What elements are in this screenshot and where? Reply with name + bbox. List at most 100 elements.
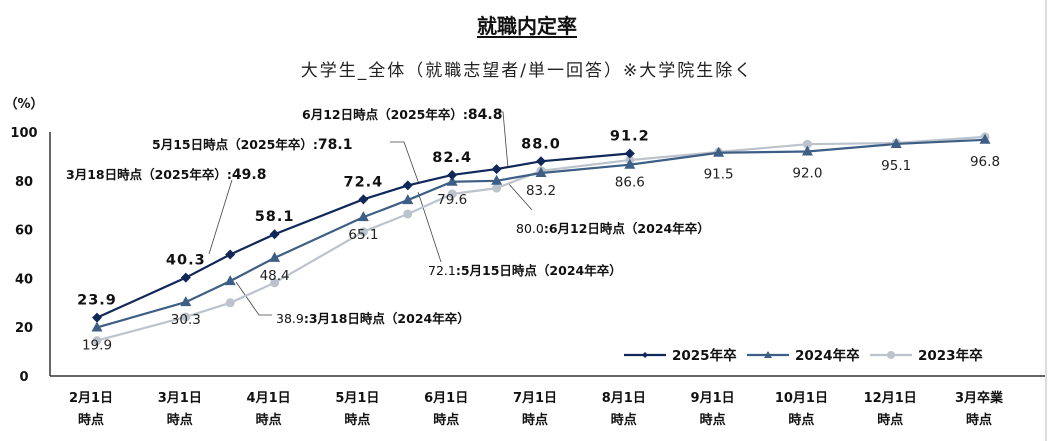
data-label: 88.0 (521, 136, 561, 152)
x-tick-label: 8月1日 (602, 391, 646, 406)
x-tick-label: 時点 (877, 412, 903, 428)
chart-subtitle: 大学生_全体（就職志望者/単一回答）※大学院生除く (300, 61, 754, 81)
annotation-2025-0318: 3月18日時点（2025年卒）:49.8 (66, 167, 267, 183)
data-point-diamond (536, 156, 546, 167)
annotation-2024-0515: 72.1:5月15日時点（2024年卒） (428, 263, 622, 278)
x-tick-label: 時点 (256, 412, 282, 428)
legend-label: 2025年卒 (672, 347, 737, 364)
x-tick-label: 時点 (433, 412, 459, 428)
data-point-triangle (890, 137, 902, 148)
data-point-triangle (713, 146, 725, 157)
legend-marker-diamond (642, 352, 648, 358)
data-label: 95.1 (881, 158, 911, 174)
x-tick-label: 時点 (78, 412, 104, 428)
data-point-circle (492, 183, 502, 193)
data-point-circle (802, 139, 812, 149)
data-point-triangle (357, 211, 369, 222)
data-label: 79.6 (437, 192, 467, 208)
x-tick-label: 3月卒業 (955, 390, 1004, 406)
series-line (96, 135, 986, 342)
x-tick-label: 3月1日 (158, 391, 202, 406)
chart-title: 就職内定率 (0, 10, 1054, 39)
leader-2024-0515 (417, 191, 442, 263)
leader-2025-0612 (498, 111, 509, 169)
data-point-circle (403, 209, 413, 219)
data-point-diamond (624, 148, 635, 159)
x-tick-label: 2月1日 (69, 391, 113, 406)
y-tick-label: 40 (15, 272, 33, 287)
x-tick-label: 時点 (344, 412, 370, 428)
y-tick-label: 100 (10, 126, 37, 141)
legend-label: 2023年卒 (918, 347, 983, 364)
data-point-triangle (224, 275, 236, 286)
data-point-circle (358, 227, 368, 237)
data-point-triangle (535, 166, 547, 177)
x-tick-label: 時点 (167, 412, 193, 428)
leader-2025-0515 (390, 141, 420, 185)
data-point-diamond (402, 180, 413, 191)
x-tick-label: 7月1日 (513, 391, 557, 406)
data-point-triangle (91, 321, 103, 332)
y-axis-label: （%） (4, 96, 43, 112)
data-label: 65.1 (348, 227, 378, 243)
series-2024年卒 (91, 133, 991, 332)
legend-marker-circle (887, 351, 895, 359)
legend-label: 2024年卒 (795, 347, 860, 364)
data-label: 91.2 (610, 128, 650, 144)
legend: 2025年卒 2024年卒 2023年卒 (624, 347, 983, 364)
series-2025年卒 (92, 148, 635, 323)
data-point-triangle (491, 174, 503, 185)
data-label: 19.9 (82, 337, 112, 353)
data-point-diamond (269, 229, 280, 240)
y-tick-label: 20 (15, 321, 33, 336)
data-point-triangle (180, 296, 192, 307)
data-label: 86.6 (615, 175, 645, 191)
data-point-diamond (491, 164, 502, 175)
data-label: 58.1 (255, 209, 295, 225)
x-tick-label: 5月1日 (335, 391, 379, 406)
data-point-triangle (801, 145, 813, 156)
data-label: 83.2 (526, 183, 556, 199)
data-point-circle (447, 189, 457, 199)
chart-title-text: 就職内定率 (477, 14, 577, 38)
data-point-diamond (225, 249, 236, 260)
annotation-2025-0612: 6月12日時点（2025年卒）:84.8 (302, 107, 503, 123)
data-point-triangle (402, 194, 414, 205)
data-point-triangle (979, 133, 991, 144)
data-point-circle (92, 336, 102, 346)
data-point-circle (270, 278, 280, 288)
y-tick-label: 0 (19, 370, 28, 385)
data-point-triangle (269, 251, 281, 262)
series-line (96, 152, 630, 319)
leader-2025-0318 (208, 179, 233, 255)
data-point-diamond (358, 194, 369, 205)
data-label: 30.3 (171, 312, 201, 328)
annotation-2024-0318: 38.9:3月18日時点（2024年卒） (276, 311, 470, 326)
leader-2024-0318 (235, 281, 272, 316)
data-label: 92.0 (792, 166, 822, 182)
x-tick-label: 時点 (788, 412, 814, 428)
x-tick-label: 時点 (966, 412, 992, 428)
leader-2024-0612 (507, 182, 533, 211)
x-tick-label: 6月1日 (424, 391, 468, 406)
x-tick-label: 時点 (611, 412, 637, 428)
data-label: 23.9 (77, 293, 117, 309)
y-tick-label: 60 (15, 224, 33, 239)
x-tick-label: 9月1日 (691, 391, 735, 406)
data-label: 40.3 (166, 253, 206, 269)
data-point-triangle (624, 158, 636, 169)
data-label: 96.8 (970, 154, 1000, 170)
x-tick-label: 12月1日 (864, 391, 917, 406)
data-point-diamond (447, 169, 458, 180)
x-tick-label: 時点 (700, 412, 726, 428)
data-label: 72.4 (344, 174, 384, 190)
series-line (96, 138, 986, 329)
legend-marker-triangle (764, 351, 772, 358)
x-tick-label: 10月1日 (775, 391, 828, 406)
x-tick-label: 4月1日 (247, 391, 291, 406)
data-point-circle (181, 312, 191, 322)
data-point-diamond (180, 272, 191, 283)
annotation-2024-0612: 80.0:6月12日時点（2024年卒） (516, 221, 710, 236)
